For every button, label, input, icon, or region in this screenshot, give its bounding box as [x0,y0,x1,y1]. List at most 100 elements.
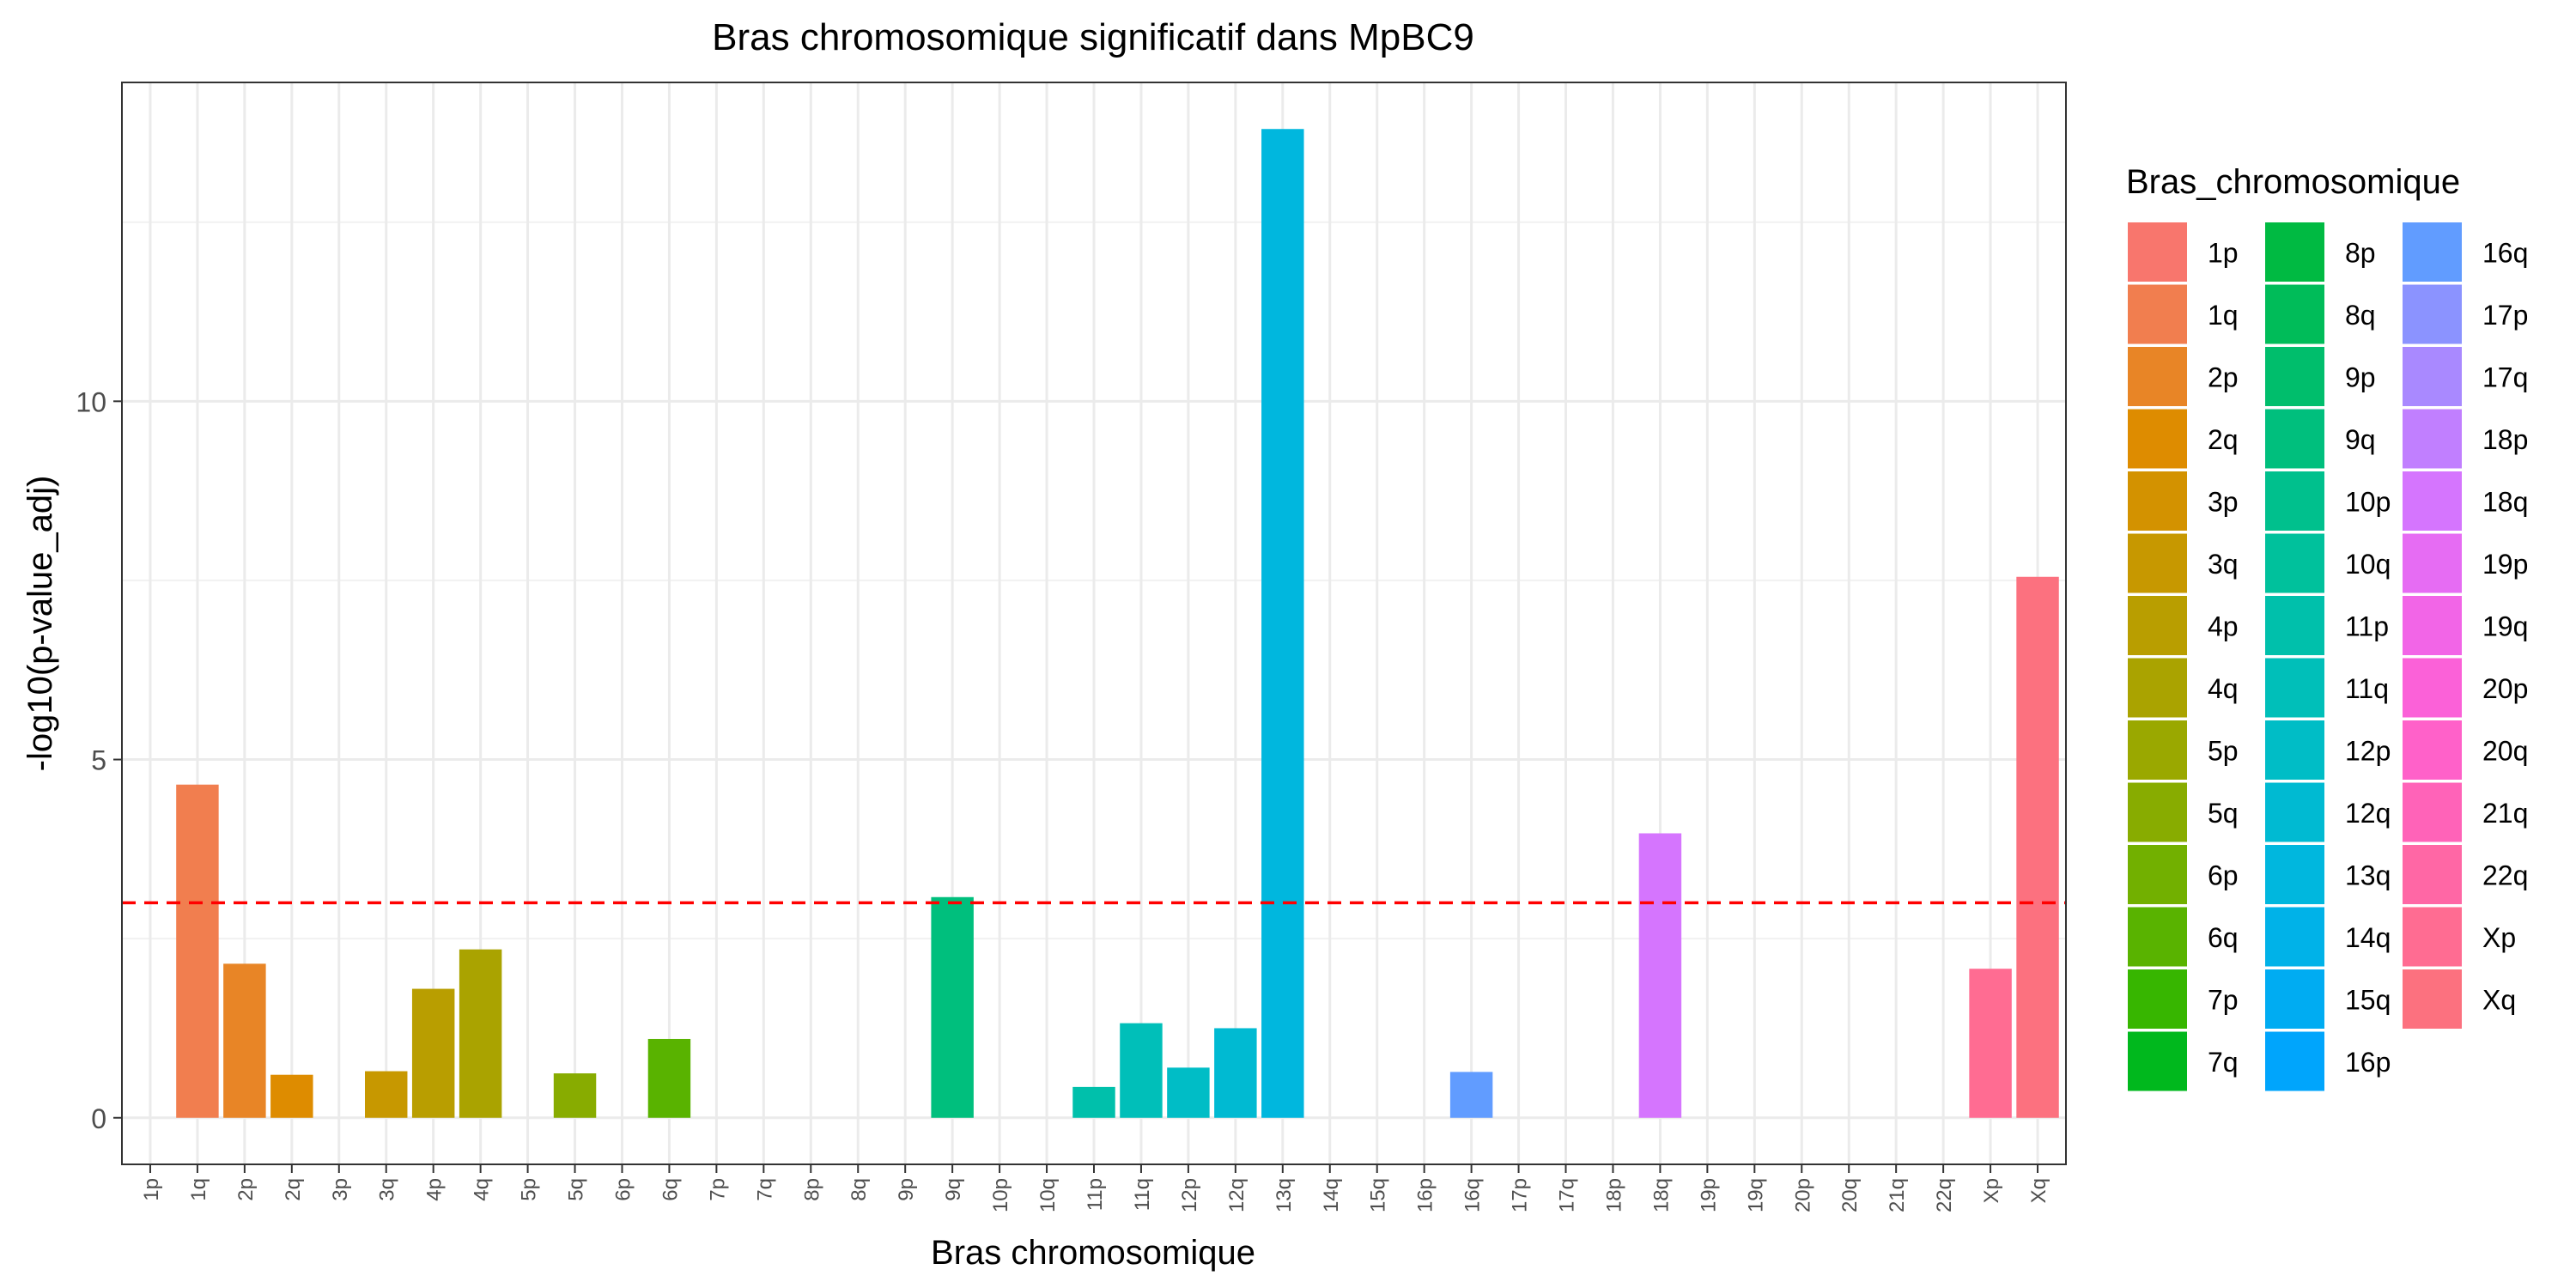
legend-label: 2p [2208,362,2239,393]
x-tick-label: 7q [753,1178,776,1201]
bar-1q [176,784,219,1118]
legend-label: 2q [2208,424,2239,455]
legend-label: 6p [2208,860,2239,891]
legend-key-2q [2128,409,2187,469]
legend-label: 11p [2345,611,2389,642]
legend-label: 14q [2345,922,2391,953]
legend-key-Xq [2403,969,2462,1029]
legend-key-18p [2403,409,2462,469]
legend-key-5q [2128,782,2187,842]
legend-label: 17p [2482,300,2528,331]
x-tick-label: 2q [282,1178,305,1201]
legend-key-20p [2403,658,2462,718]
legend-key-20q [2403,720,2462,780]
legend-label: 3p [2208,487,2239,518]
bar-4q [459,949,502,1118]
chart-title: Bras chromosomique significatif dans MpB… [712,16,1474,58]
legend-key-12q [2265,782,2324,842]
legend-label: 18q [2482,487,2528,518]
legend-label: 21q [2482,798,2528,829]
x-tick-label: 20p [1791,1178,1814,1212]
x-tick-label: 13q [1273,1178,1296,1212]
legend-key-10p [2265,471,2324,531]
x-tick-label: 19q [1744,1178,1767,1212]
legend-label: 3q [2208,549,2239,580]
legend-label: 10q [2345,549,2391,580]
x-tick-label: 11p [1084,1178,1107,1211]
legend-key-5p [2128,720,2187,780]
bar-2p [223,963,266,1118]
y-axis-title: -log10(p-value_adj) [21,476,59,772]
x-tick-label: 1q [187,1178,210,1201]
legend-key-16q [2403,222,2462,282]
legend-label: 7q [2208,1047,2239,1078]
legend-label: 4p [2208,611,2239,642]
legend-label: 4q [2208,673,2239,704]
legend-key-6p [2128,845,2187,904]
x-tick-label: 16p [1414,1178,1437,1212]
legend-label: 11q [2345,673,2389,704]
bar-9q [931,896,974,1118]
legend-key-19q [2403,596,2462,655]
x-tick-label: 6q [659,1178,682,1201]
x-tick-label: 10q [1036,1178,1060,1212]
x-tick-label: 3p [329,1178,352,1201]
legend-label: 5p [2208,736,2239,767]
legend-label: 19p [2482,549,2528,580]
legend-key-7q [2128,1031,2187,1091]
legend-key-3q [2128,533,2187,593]
legend-label: 12p [2345,736,2391,767]
legend-label: 19q [2482,611,2528,642]
x-tick-label: 17p [1509,1178,1532,1212]
bar-12q [1214,1028,1257,1118]
x-tick-label: 18q [1649,1178,1673,1212]
legend-key-13q [2265,845,2324,904]
x-tick-label: Xq [2027,1178,2050,1203]
x-tick-label: 14q [1320,1178,1343,1212]
x-tick-label: 22q [1933,1178,1956,1212]
bar-11p [1072,1086,1115,1118]
x-tick-label: 9q [942,1178,965,1201]
legend-key-9q [2265,409,2324,469]
x-tick-label: 1p [140,1178,163,1201]
x-tick-label: 20q [1838,1178,1862,1212]
legend-label: 6q [2208,922,2239,953]
bar-Xp [1969,969,2012,1118]
legend-label: 5q [2208,798,2239,829]
gridlines [122,82,2066,1164]
x-tick-label: 21q [1886,1178,1909,1212]
legend-key-17q [2403,347,2462,406]
bar-11q [1120,1023,1163,1118]
legend: Bras_chromosomique 1p 1q 2p 2q 3p 3q 4p 4q 5p 5q 6… [2126,163,2528,1091]
x-axis-title: Bras chromosomique [931,1234,1255,1272]
legend-label: 16p [2345,1047,2391,1078]
x-tick-label: 9p [895,1178,918,1201]
legend-key-12p [2265,720,2324,780]
legend-key-22q [2403,845,2462,904]
x-tick-label: 5q [565,1178,588,1201]
bar-Xq [2016,576,2059,1118]
y-tick-label: 5 [91,745,106,776]
legend-key-11q [2265,658,2324,718]
x-tick-label: 8q [848,1178,871,1201]
legend-key-19p [2403,533,2462,593]
x-tick-label: 15q [1367,1178,1390,1212]
bar-18q [1638,833,1682,1118]
legend-label: 1q [2208,300,2239,331]
legend-key-4p [2128,596,2187,655]
legend-label: Xq [2482,985,2516,1016]
bar-13q [1261,129,1304,1118]
y-tick-label: 10 [76,386,106,417]
legend-key-15q [2265,969,2324,1029]
legend-label: 10p [2345,487,2391,518]
x-tick-label: 6p [611,1178,635,1201]
legend-label: 17q [2482,362,2528,393]
x-tick-label: Xp [1980,1178,2003,1203]
legend-key-7p [2128,969,2187,1029]
legend-key-21q [2403,782,2462,842]
legend-label: 20p [2482,673,2528,704]
bars [176,129,2059,1118]
x-tick-label: 12p [1178,1178,1201,1212]
legend-title: Bras_chromosomique [2126,163,2460,201]
